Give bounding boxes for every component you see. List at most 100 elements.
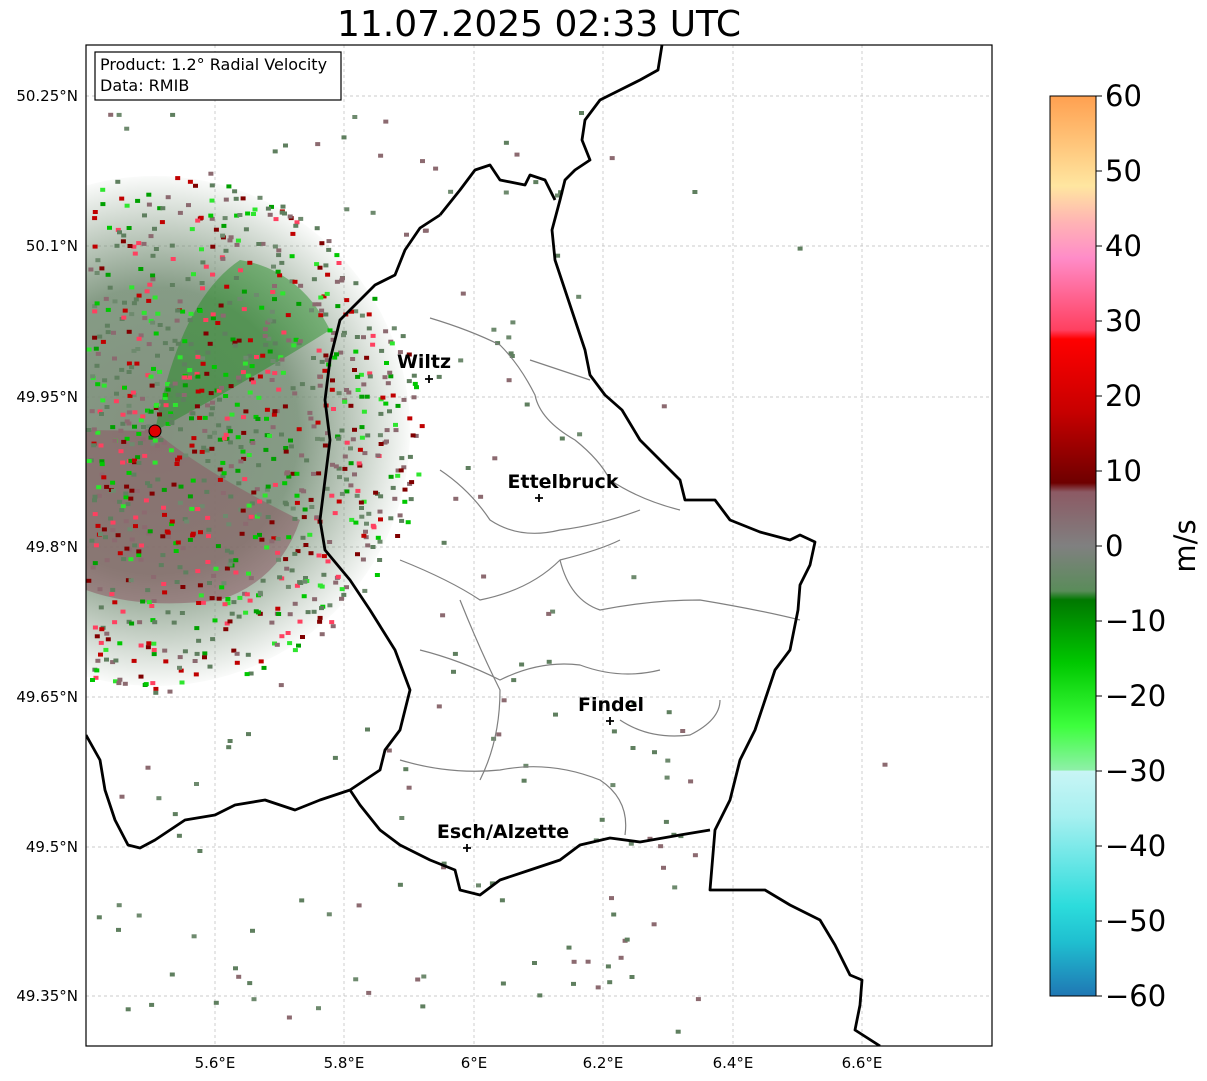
radar-pixel	[175, 540, 181, 545]
radar-pixel	[110, 660, 116, 665]
radar-site-marker	[148, 424, 162, 438]
radar-pixel	[523, 763, 529, 768]
radar-pixel	[508, 351, 514, 356]
radar-pixel	[188, 311, 194, 316]
radar-pixel	[223, 372, 229, 377]
radar-pixel	[110, 520, 116, 525]
radar-pixel	[192, 449, 198, 454]
radar-pixel	[177, 665, 182, 670]
radar-pixel	[391, 326, 397, 331]
radar-pixel	[228, 464, 234, 469]
radar-pixel	[236, 378, 242, 383]
radar-pixel	[349, 309, 354, 314]
approaching-velocity-area	[155, 260, 330, 431]
radar-pixel	[257, 532, 262, 537]
radar-pixel	[579, 111, 584, 115]
radar-pixel	[191, 934, 197, 939]
radar-pixel	[519, 662, 525, 667]
lat-tick-label: 49.65°N	[16, 688, 78, 706]
radar-pixel	[86, 578, 92, 583]
radar-pixel	[317, 615, 323, 620]
radar-pixel	[236, 481, 242, 486]
radar-pixel	[491, 327, 497, 332]
radar-pixel	[134, 361, 140, 366]
radar-pixel	[140, 396, 145, 401]
radar-pixel	[283, 449, 289, 454]
radar-pixel	[319, 308, 325, 313]
radar-pixel	[101, 383, 107, 388]
radar-pixel	[202, 651, 208, 656]
radar-pixel	[131, 472, 137, 477]
radar-pixel	[440, 613, 446, 618]
radar-pixel	[145, 481, 150, 486]
radar-pixel	[200, 600, 206, 605]
radar-pixel	[250, 440, 256, 445]
radar-pixel	[272, 371, 278, 376]
radar-pixel	[165, 326, 171, 331]
radar-pixel	[130, 390, 136, 395]
radar-pixel	[133, 297, 139, 302]
radar-pixel	[131, 301, 137, 306]
radar-pixel	[222, 216, 228, 221]
radar-pixel	[92, 561, 98, 566]
radar-pixel	[232, 340, 238, 345]
radar-pixel	[387, 409, 392, 414]
radar-pixel	[178, 668, 184, 673]
radar-pixel	[120, 460, 126, 465]
radar-pixel	[124, 546, 130, 551]
radar-pixel	[317, 583, 323, 588]
radar-pixel	[99, 472, 105, 477]
radar-pixel	[151, 648, 157, 652]
lat-tick-label: 50.1°N	[26, 237, 78, 255]
radar-pixel	[240, 508, 246, 513]
radar-pixel	[95, 523, 101, 528]
radar-pixel	[361, 409, 367, 414]
radar-pixel	[242, 591, 248, 596]
radar-pixel	[260, 241, 266, 246]
radar-pixel	[157, 206, 163, 211]
radar-pixel	[269, 520, 275, 525]
radar-pixel	[101, 527, 107, 532]
radar-pixel	[116, 927, 121, 932]
radar-pixel	[341, 333, 346, 338]
radar-pixel	[399, 816, 405, 820]
radar-pixel	[272, 284, 277, 288]
radar-pixel	[298, 581, 304, 585]
radar-pixel	[267, 318, 273, 323]
radar-pixel	[139, 543, 144, 548]
radar-pixel	[210, 400, 215, 405]
radar-pixel	[280, 370, 286, 375]
radar-pixel	[203, 318, 209, 322]
radar-pixel	[119, 794, 125, 799]
radar-pixel	[334, 253, 340, 258]
radar-pixel	[249, 364, 255, 369]
radar-pixel	[362, 588, 368, 593]
radar-pixel	[299, 488, 305, 493]
city-label-esch-alzette: Esch/Alzette	[437, 821, 569, 843]
radar-pixel	[208, 213, 214, 218]
radar-pixel	[267, 212, 273, 217]
radar-pixel	[175, 341, 181, 346]
radar-pixel	[546, 659, 552, 664]
radar-pixel	[323, 312, 329, 317]
radar-pixel	[147, 282, 153, 287]
radar-pixel	[110, 528, 116, 533]
radar-pixel	[246, 732, 251, 737]
radar-pixel	[389, 341, 395, 346]
radar-pixel	[104, 558, 110, 563]
radar-pixel	[553, 712, 558, 717]
radar-pixel	[162, 393, 168, 398]
radar-pixel	[321, 572, 327, 577]
radar-pixel	[160, 206, 166, 211]
radar-pixel	[253, 293, 259, 297]
radar-pixel	[344, 440, 350, 445]
radar-pixel	[207, 664, 213, 669]
radar-pixel	[242, 477, 248, 482]
radar-pixel	[240, 370, 246, 375]
radar-pixel	[250, 928, 255, 933]
radar-pixel	[253, 414, 259, 419]
radar-pixel	[628, 841, 634, 846]
colorbar-tick: 50	[1105, 154, 1142, 188]
radar-pixel	[124, 436, 130, 441]
